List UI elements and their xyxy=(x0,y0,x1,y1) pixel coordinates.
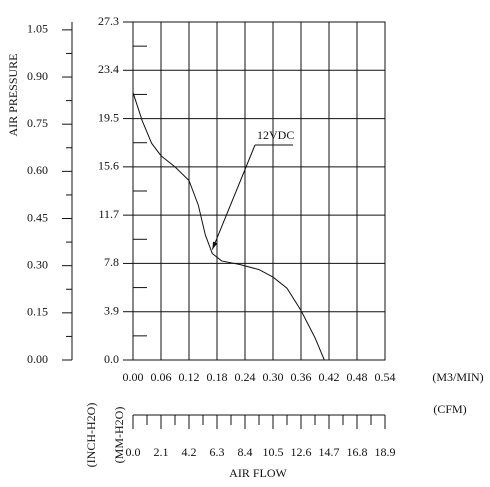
y-tick-label: 23.4 xyxy=(98,62,119,76)
x2-tick-label: 8.4 xyxy=(238,445,253,459)
x2-unit: (CFM) xyxy=(433,402,466,416)
x-tick-label: 0.48 xyxy=(347,370,368,384)
y-tick-label: 3.9 xyxy=(104,303,119,317)
x-tick-label: 0.54 xyxy=(375,370,396,384)
y2-tick-label: 0.45 xyxy=(27,210,48,224)
x-tick-label: 0.30 xyxy=(263,370,284,384)
x2-tick-label: 10.5 xyxy=(263,445,284,459)
x2-tick-label: 18.9 xyxy=(375,445,396,459)
x2-tick-label: 0.0 xyxy=(126,445,141,459)
x2-tick-label: 4.2 xyxy=(182,445,197,459)
y-tick-label: 7.8 xyxy=(104,255,119,269)
x-tick-label: 0.00 xyxy=(123,370,144,384)
y-axis-title: AIR PRESSURE xyxy=(6,53,20,136)
x2-tick-label: 6.3 xyxy=(210,445,225,459)
x-tick-label: 0.36 xyxy=(291,370,312,384)
x2-tick-label: 16.8 xyxy=(347,445,368,459)
fan-curve xyxy=(132,92,325,361)
y2-tick-label: 1.05 xyxy=(27,22,48,36)
y2-tick-label: 0.15 xyxy=(27,305,48,319)
series-label: 12VDC xyxy=(257,128,294,142)
label-leader xyxy=(211,144,256,250)
x-tick-label: 0.18 xyxy=(207,370,228,384)
y2-tick-label: 0.30 xyxy=(27,257,48,271)
x-tick-label: 0.42 xyxy=(319,370,340,384)
label-arrowhead xyxy=(212,241,218,250)
plot-frame xyxy=(132,21,386,361)
y2-unit: (INCH-H2O) xyxy=(84,403,98,468)
x-tick-label: 0.06 xyxy=(151,370,172,384)
y-tick-label: 11.7 xyxy=(98,207,119,221)
x-tick-label: 0.24 xyxy=(235,370,256,384)
y-unit: (MM-H2O) xyxy=(112,407,126,464)
x-axis-title: AIR FLOW xyxy=(229,466,287,480)
y-tick-label: 0.0 xyxy=(104,352,119,366)
y2-tick-label: 0.90 xyxy=(27,69,48,83)
y2-tick-label: 0.00 xyxy=(27,352,48,366)
x2-tick-label: 14.7 xyxy=(319,445,340,459)
y2-tick-label: 0.75 xyxy=(27,116,48,130)
y-tick-label: 15.6 xyxy=(98,159,119,173)
y2-tick-label: 0.60 xyxy=(27,163,48,177)
x-tick-label: 0.12 xyxy=(179,370,200,384)
y-tick-label: 27.3 xyxy=(98,14,119,28)
x-unit: (M3/MIN) xyxy=(432,370,483,384)
x2-tick-label: 2.1 xyxy=(154,445,169,459)
y-tick-label: 19.5 xyxy=(98,110,119,124)
x2-tick-label: 12.6 xyxy=(291,445,312,459)
